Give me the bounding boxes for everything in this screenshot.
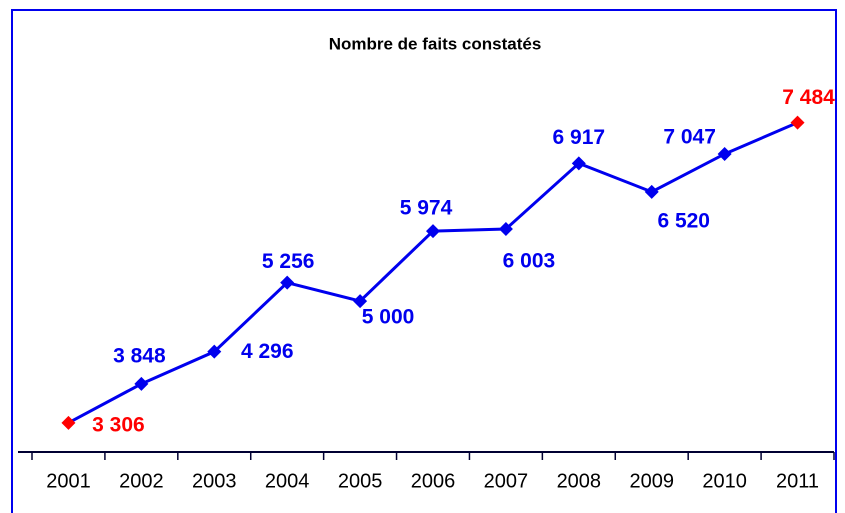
data-label: 5 256 <box>262 250 315 273</box>
chart-title: Nombre de faits constatés <box>329 34 542 53</box>
marker <box>571 156 586 171</box>
data-label: 5 000 <box>362 306 415 329</box>
data-label: 6 003 <box>503 250 556 273</box>
marker <box>426 224 440 239</box>
data-label: 6 520 <box>657 209 710 232</box>
marker <box>61 415 76 430</box>
data-label: 3 306 <box>92 413 145 436</box>
x-tick-label: 2004 <box>265 470 310 492</box>
x-tick-label: 2011 <box>776 470 819 492</box>
data-label: 6 917 <box>553 126 606 149</box>
data-label: 4 296 <box>241 340 294 363</box>
x-tick-label: 2005 <box>338 470 383 492</box>
x-tick-label: 2009 <box>629 470 674 492</box>
chart-border <box>11 9 837 513</box>
data-label: 7 484 <box>782 86 835 109</box>
x-tick-label: 2002 <box>119 470 164 492</box>
marker <box>353 294 368 309</box>
data-label: 3 848 <box>113 344 166 367</box>
data-label: 7 047 <box>663 126 716 149</box>
marker <box>790 115 805 130</box>
x-tick-label: 2006 <box>411 470 456 492</box>
marker <box>498 222 513 237</box>
x-tick-label: 2008 <box>557 470 602 492</box>
marker <box>207 344 222 359</box>
data-label: 5 974 <box>400 197 453 220</box>
x-tick-label: 2010 <box>702 470 747 492</box>
x-tick-label: 2007 <box>484 470 529 492</box>
x-tick-label: 2001 <box>46 470 91 492</box>
marker <box>280 275 295 290</box>
marker <box>134 376 149 391</box>
marker <box>644 184 659 199</box>
x-tick-label: 2003 <box>192 470 237 492</box>
marker <box>717 146 732 161</box>
